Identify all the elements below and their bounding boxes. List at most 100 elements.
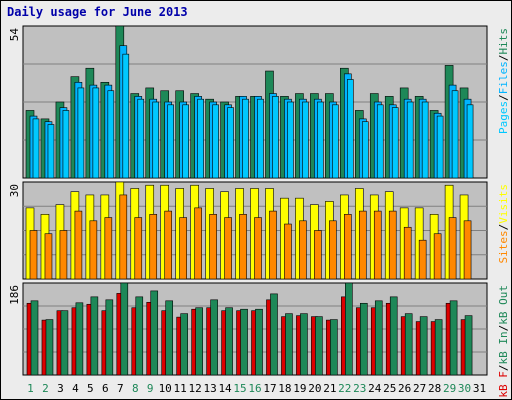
bar-kb_out	[180, 313, 188, 376]
bar-pages	[227, 107, 234, 179]
legend-sites: Sites	[497, 230, 510, 263]
legend-kb_in: kB In	[497, 331, 510, 364]
day-label: 27	[413, 382, 426, 395]
bar-pages	[302, 101, 309, 179]
bar-pages	[77, 87, 85, 179]
day-label: 13	[203, 382, 216, 395]
bar-kb_out	[464, 315, 473, 376]
bar-sites	[373, 210, 382, 280]
bar-pages	[197, 98, 204, 179]
bar-sites	[284, 223, 292, 280]
bar-pages	[137, 98, 145, 179]
day-label: 12	[189, 382, 202, 395]
bar-sites	[388, 210, 397, 280]
bar-kb_out	[404, 313, 413, 376]
day-label: 4	[72, 382, 79, 395]
bar-sites	[89, 220, 98, 280]
bar-pages	[406, 101, 414, 179]
bar-pages	[47, 124, 55, 179]
bar-kb_out	[255, 308, 263, 376]
legend-slash: /	[497, 94, 510, 101]
bar-sites	[224, 217, 232, 280]
bar-sites	[329, 220, 337, 280]
bar-kb_out	[60, 310, 69, 376]
series-legend-label: kB F/kB In/kB Out	[497, 285, 510, 398]
bar-kb_out	[449, 300, 458, 376]
bar-kb_out	[374, 300, 383, 376]
day-label: 1	[27, 382, 34, 395]
bar-pages	[242, 98, 249, 179]
bar-pages	[332, 104, 339, 179]
bar-kb_out	[105, 299, 114, 376]
bar-sites	[119, 194, 128, 280]
day-label: 24	[368, 382, 382, 395]
day-label: 31	[473, 382, 486, 395]
bar-sites	[358, 210, 367, 280]
bar-pages	[122, 53, 130, 179]
legend-pages: Pages	[497, 101, 510, 134]
day-label: 29	[443, 382, 456, 395]
bar-kb_out	[240, 308, 248, 376]
legend-kb_out: kB Out	[497, 285, 510, 325]
chart-title: Daily usage for June 2013	[7, 5, 188, 19]
bar-kb_out	[389, 296, 398, 376]
bar-kb_out	[345, 282, 353, 376]
day-label: 18	[278, 382, 291, 395]
legend-slash: /	[497, 365, 510, 372]
day-label: 14	[218, 382, 232, 395]
bar-sites	[59, 230, 68, 280]
day-label: 26	[398, 382, 411, 395]
bar-sites	[74, 210, 83, 280]
series-legend-label: Pages/Files/Hits	[497, 28, 510, 134]
bar-kb_out	[90, 296, 99, 376]
bar-pages	[376, 104, 384, 179]
day-label: 5	[87, 382, 94, 395]
bar-sites	[44, 233, 53, 280]
bar-sites	[463, 220, 472, 280]
day-label: 23	[353, 382, 366, 395]
day-label: 9	[147, 382, 154, 395]
legend-kb_f: kB F	[497, 371, 510, 398]
y-max-label: 54	[8, 28, 21, 42]
series-legend-label: Sites/Visits	[497, 184, 510, 264]
bar-pages	[167, 104, 175, 179]
bar-pages	[92, 87, 100, 179]
bar-kb_out	[359, 302, 368, 376]
day-label: 8	[132, 382, 139, 395]
bar-pages	[182, 104, 189, 179]
bar-kb_out	[165, 300, 174, 376]
bar-kb_out	[195, 307, 203, 376]
bar-pages	[107, 90, 115, 179]
day-label: 25	[383, 382, 396, 395]
bar-pages	[391, 107, 399, 179]
bar-pages	[62, 110, 70, 179]
bar-pages	[436, 115, 444, 179]
bar-pages	[272, 96, 279, 179]
bar-kb_out	[75, 302, 84, 376]
day-label: 19	[293, 382, 306, 395]
bar-kb_out	[419, 316, 428, 376]
bar-pages	[257, 98, 264, 179]
bar-kb_out	[135, 296, 144, 376]
day-label: 17	[263, 382, 276, 395]
bar-sites	[344, 214, 352, 280]
bar-sites	[194, 207, 202, 280]
bar-kb_out	[285, 313, 293, 376]
bar-sites	[433, 233, 442, 280]
day-label: 21	[323, 382, 336, 395]
bar-sites	[403, 226, 412, 280]
bar-sites	[29, 230, 38, 280]
legend-slash: /	[497, 224, 510, 231]
day-label: 2	[42, 382, 49, 395]
day-label: 3	[57, 382, 64, 395]
bar-pages	[421, 101, 429, 179]
bar-sites	[299, 220, 307, 280]
bar-sites	[239, 214, 247, 280]
day-label: 30	[458, 382, 471, 395]
day-label: 11	[174, 382, 187, 395]
bar-pages	[347, 79, 354, 179]
bar-pages	[212, 104, 219, 179]
bar-kb_out	[225, 307, 233, 376]
y-max-label: 186	[8, 285, 21, 305]
